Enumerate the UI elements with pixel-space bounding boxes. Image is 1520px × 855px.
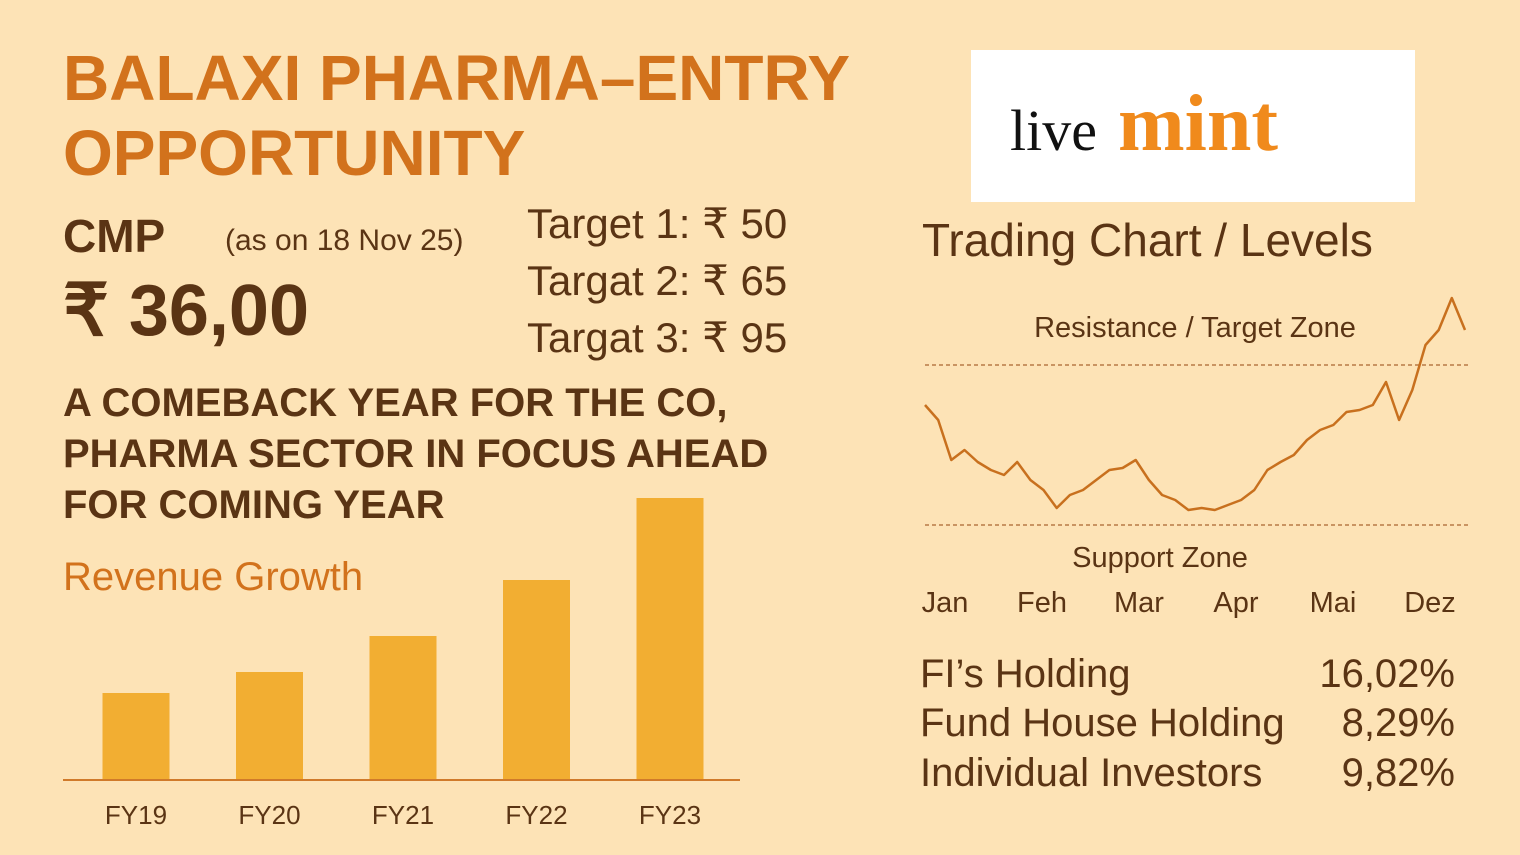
x-tick-label: FY23 [639, 800, 701, 830]
x-tick-label: Mai [1310, 587, 1357, 619]
level-label: Resistance / Target Zone [1034, 312, 1356, 344]
headline: PHARMA SECTOR IN FOCUS AHEAD [63, 432, 768, 476]
target: Targat 2: ₹ 65 [527, 257, 787, 304]
bar [636, 498, 704, 780]
bar [369, 636, 437, 780]
title: BALAXI PHARMA–ENTRY [63, 42, 850, 114]
x-tick-label: FY20 [238, 800, 300, 830]
holding-value: 16,02% [1319, 652, 1455, 696]
x-tick-label: Jan [922, 587, 969, 619]
logo-live: live [1010, 98, 1097, 163]
bar [236, 672, 303, 780]
headline: FOR COMING YEAR [63, 483, 445, 527]
x-tick-label: Apr [1213, 587, 1258, 619]
holding-value: 8,29% [1342, 701, 1455, 745]
holding-label: Fund House Holding [920, 701, 1285, 745]
x-tick-label: FY19 [105, 800, 167, 830]
x-tick-label: FY21 [372, 800, 434, 830]
cmp-date: (as on 18 Nov 25) [225, 224, 463, 257]
title: OPPORTUNITY [63, 117, 525, 189]
cmp-label: CMP [63, 210, 165, 262]
target: Targat 3: ₹ 95 [527, 314, 787, 361]
logo-mint: mint [1118, 80, 1278, 168]
chart-title: Revenue Growth [63, 555, 363, 599]
level-label: Support Zone [1072, 542, 1248, 574]
target: Target 1: ₹ 50 [527, 200, 787, 247]
x-tick-label: Dez [1404, 587, 1456, 619]
holding-value: 9,82% [1342, 751, 1455, 795]
bar [102, 693, 170, 780]
x-tick-label: FY22 [505, 800, 567, 830]
headline: A COMEBACK YEAR FOR THE CO, [63, 381, 727, 425]
holding-label: Individual Investors [920, 751, 1262, 795]
holding-label: FI’s Holding [920, 652, 1130, 696]
chart-title: Trading Chart / Levels [922, 214, 1373, 266]
x-tick-label: Mar [1114, 587, 1164, 619]
logo-box [971, 50, 1415, 202]
price-line [924, 296, 1467, 512]
x-tick-label: Feh [1017, 587, 1067, 619]
bar [503, 580, 570, 780]
cmp-price: ₹ 36,00 [63, 271, 309, 351]
